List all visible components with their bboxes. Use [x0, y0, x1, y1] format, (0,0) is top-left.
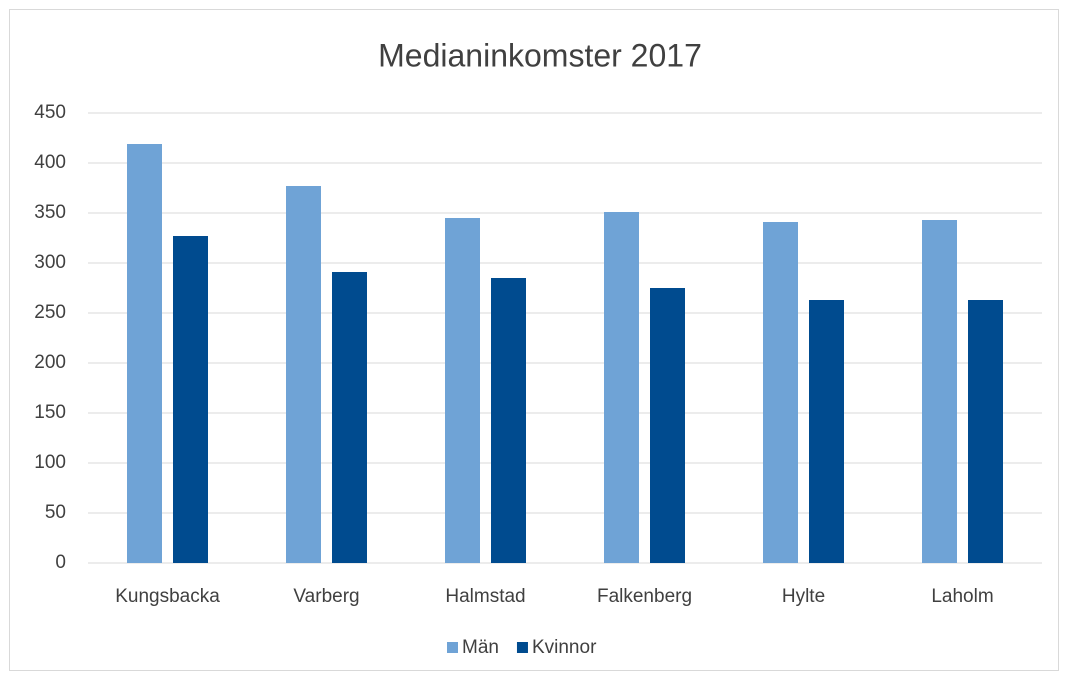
legend-label: Kvinnor — [532, 637, 597, 658]
y-tick-label: 100 — [34, 452, 66, 473]
y-tick-label: 50 — [45, 502, 66, 523]
y-tick-label: 150 — [34, 402, 66, 423]
bar — [650, 288, 685, 563]
y-tick-label: 450 — [34, 102, 66, 123]
y-tick-label: 400 — [34, 152, 66, 173]
bar — [922, 220, 957, 563]
chart-title: Medianinkomster 2017 — [378, 37, 702, 73]
bar — [491, 278, 526, 563]
y-tick-label: 350 — [34, 202, 66, 223]
bar — [809, 300, 844, 563]
bar — [173, 236, 208, 563]
x-tick-label: Hylte — [782, 586, 825, 607]
legend-swatch — [447, 642, 458, 653]
x-tick-label: Kungsbacka — [115, 586, 220, 607]
legend-swatch — [516, 642, 528, 653]
x-tick-label: Falkenberg — [597, 586, 692, 607]
bar — [445, 218, 480, 563]
bar — [604, 212, 639, 563]
x-tick-label: Halmstad — [445, 586, 525, 607]
y-tick-label: 250 — [34, 302, 66, 323]
chart-border — [9, 9, 1059, 671]
bar — [968, 300, 1003, 563]
bar — [127, 144, 162, 563]
legend-label: Män — [462, 637, 499, 658]
x-tick-label: Varberg — [293, 586, 359, 607]
y-tick-label: 200 — [34, 352, 66, 373]
x-tick-label: Laholm — [931, 586, 993, 607]
y-tick-label: 0 — [55, 552, 66, 573]
bar — [332, 272, 367, 563]
bar — [286, 186, 321, 563]
y-tick-label: 300 — [34, 252, 66, 273]
bar — [763, 222, 798, 563]
